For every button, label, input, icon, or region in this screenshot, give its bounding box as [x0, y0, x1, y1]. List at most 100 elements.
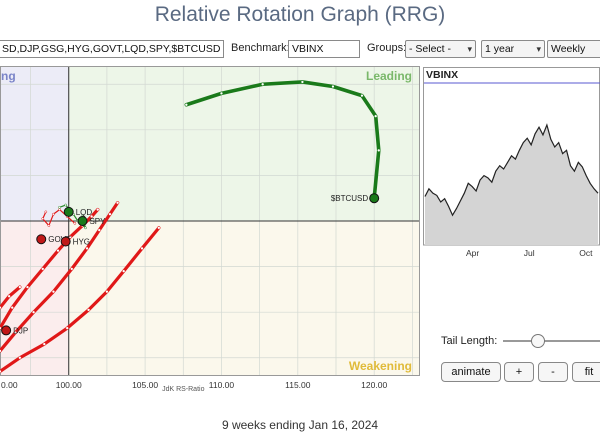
head-label: GOVT	[48, 235, 71, 244]
tail-point	[377, 148, 381, 152]
tail-point	[300, 80, 305, 84]
improving-quadrant	[0, 66, 69, 221]
mini-x-tick-label: Jul	[524, 248, 535, 258]
tail-point	[0, 369, 2, 374]
x-tick-label: 105.00	[132, 380, 158, 390]
x-tick-label: 110.00	[209, 380, 235, 390]
chevron-down-icon: ▾	[536, 44, 541, 54]
frequency-select[interactable]: Weekly ▾	[547, 40, 600, 58]
head-point	[77, 216, 88, 226]
x-tick-label: 115.00	[285, 380, 311, 390]
head-point	[1, 325, 12, 336]
zoom-in-button[interactable]: +	[504, 362, 534, 382]
groups-select[interactable]: - Select - ▾	[405, 40, 476, 58]
leading-quadrant	[68, 66, 421, 221]
animate-button[interactable]: animate	[441, 362, 501, 382]
tail-point	[97, 228, 101, 232]
tail-point	[0, 305, 2, 310]
tail-point	[31, 310, 36, 314]
tail-point	[47, 224, 51, 227]
head-label: SPY	[89, 217, 106, 226]
mini-x-tick-label: Apr	[466, 248, 479, 258]
symbols-input[interactable]: SD,DJP,GSG,HYG,GOVT,LQD,SPY,$BTCUSD	[0, 40, 224, 58]
benchmark-input[interactable]: VBINX	[288, 40, 360, 58]
tail-point	[7, 294, 11, 298]
zoom-out-button[interactable]: -	[538, 362, 568, 382]
tail-point	[374, 114, 378, 118]
x-tick-label-partial: 0.00	[1, 380, 18, 390]
head-label: HYG	[73, 238, 90, 247]
tail-point	[122, 269, 126, 273]
chevron-down-icon: ▾	[467, 44, 472, 54]
tail-length-slider[interactable]	[503, 340, 600, 342]
mini-x-tick-label: Oct	[579, 248, 593, 258]
tail-point	[84, 226, 87, 230]
quadrant-label-improving: ng	[1, 69, 16, 83]
tail-point	[56, 248, 60, 253]
page-title: Relative Rotation Graph (RRG)	[154, 3, 446, 26]
tail-point	[184, 103, 188, 107]
x-axis-label: JdK RS-Ratio	[162, 386, 205, 392]
tail-point	[44, 210, 48, 214]
tail-point	[331, 84, 335, 89]
price-line	[424, 123, 599, 217]
frequency-select-value: Weekly	[551, 43, 586, 55]
head-point	[36, 234, 47, 245]
tail-point	[157, 226, 161, 230]
tail-point	[86, 308, 91, 312]
lagging-quadrant	[0, 221, 69, 376]
tail-point	[0, 349, 2, 353]
tail-point	[64, 203, 68, 207]
tail-point	[105, 290, 109, 294]
head-label: DJP	[13, 326, 28, 335]
tail-point	[89, 214, 94, 219]
tail-length-label: Tail Length:	[441, 335, 498, 347]
rrg-chart[interactable]: Leading Weakening ng $BTCUSD LQD SPY GOVT HYG DJ…	[0, 66, 421, 393]
tail-point	[58, 205, 61, 209]
tail-point	[58, 208, 61, 211]
x-tick-label: 120.00	[361, 380, 387, 390]
tail-point	[51, 290, 56, 294]
tail-point	[10, 305, 14, 310]
tail-point	[0, 326, 2, 330]
tail-point	[96, 207, 100, 212]
quadrant-label-leading: Leading	[366, 69, 412, 83]
head-point	[369, 193, 380, 204]
tail-point	[219, 91, 224, 96]
tail-point	[261, 82, 265, 86]
x-tick-label: 100.00	[56, 380, 82, 390]
tail-point	[18, 356, 22, 360]
tail-point	[42, 342, 46, 346]
head-point	[63, 206, 74, 217]
benchmark-label: Benchmark:	[231, 42, 290, 54]
tail-point	[13, 331, 17, 335]
tail-point	[115, 201, 120, 205]
tail-point	[68, 235, 72, 239]
tail-point	[108, 212, 112, 216]
mini-chart-title: VBINX	[426, 69, 458, 81]
weakening-quadrant	[68, 221, 421, 376]
tail-point	[70, 267, 74, 271]
tail-point	[25, 285, 30, 289]
fit-button[interactable]: fit	[572, 362, 600, 382]
quadrant-label-weakening: Weakening	[349, 359, 412, 373]
tail-point	[41, 217, 45, 221]
price-area	[425, 125, 598, 245]
head-label: LQD	[76, 208, 93, 217]
plot-border	[0, 66, 420, 376]
toolbar: SD,DJP,GSG,HYG,GOVT,LQD,SPY,$BTCUSD Benc…	[0, 40, 600, 60]
groups-select-value: - Select -	[409, 43, 452, 55]
period-select[interactable]: 1 year ▾	[481, 40, 545, 58]
tail-point	[65, 326, 69, 330]
head-point	[60, 236, 71, 247]
tail-point	[52, 212, 55, 216]
benchmark-mini-chart: VBINX Apr Jul Oct	[423, 67, 600, 263]
groups-label: Groups:	[367, 42, 407, 54]
tail-point	[41, 267, 45, 271]
period-ending-caption: 9 weeks ending Jan 16, 2024	[221, 418, 379, 432]
tail-point	[85, 246, 89, 251]
tail-point	[360, 93, 364, 98]
benchmark-mini-chart-svg: VBINX Apr Jul Oct	[423, 67, 600, 258]
tail-length-slider-handle[interactable]	[530, 334, 545, 348]
